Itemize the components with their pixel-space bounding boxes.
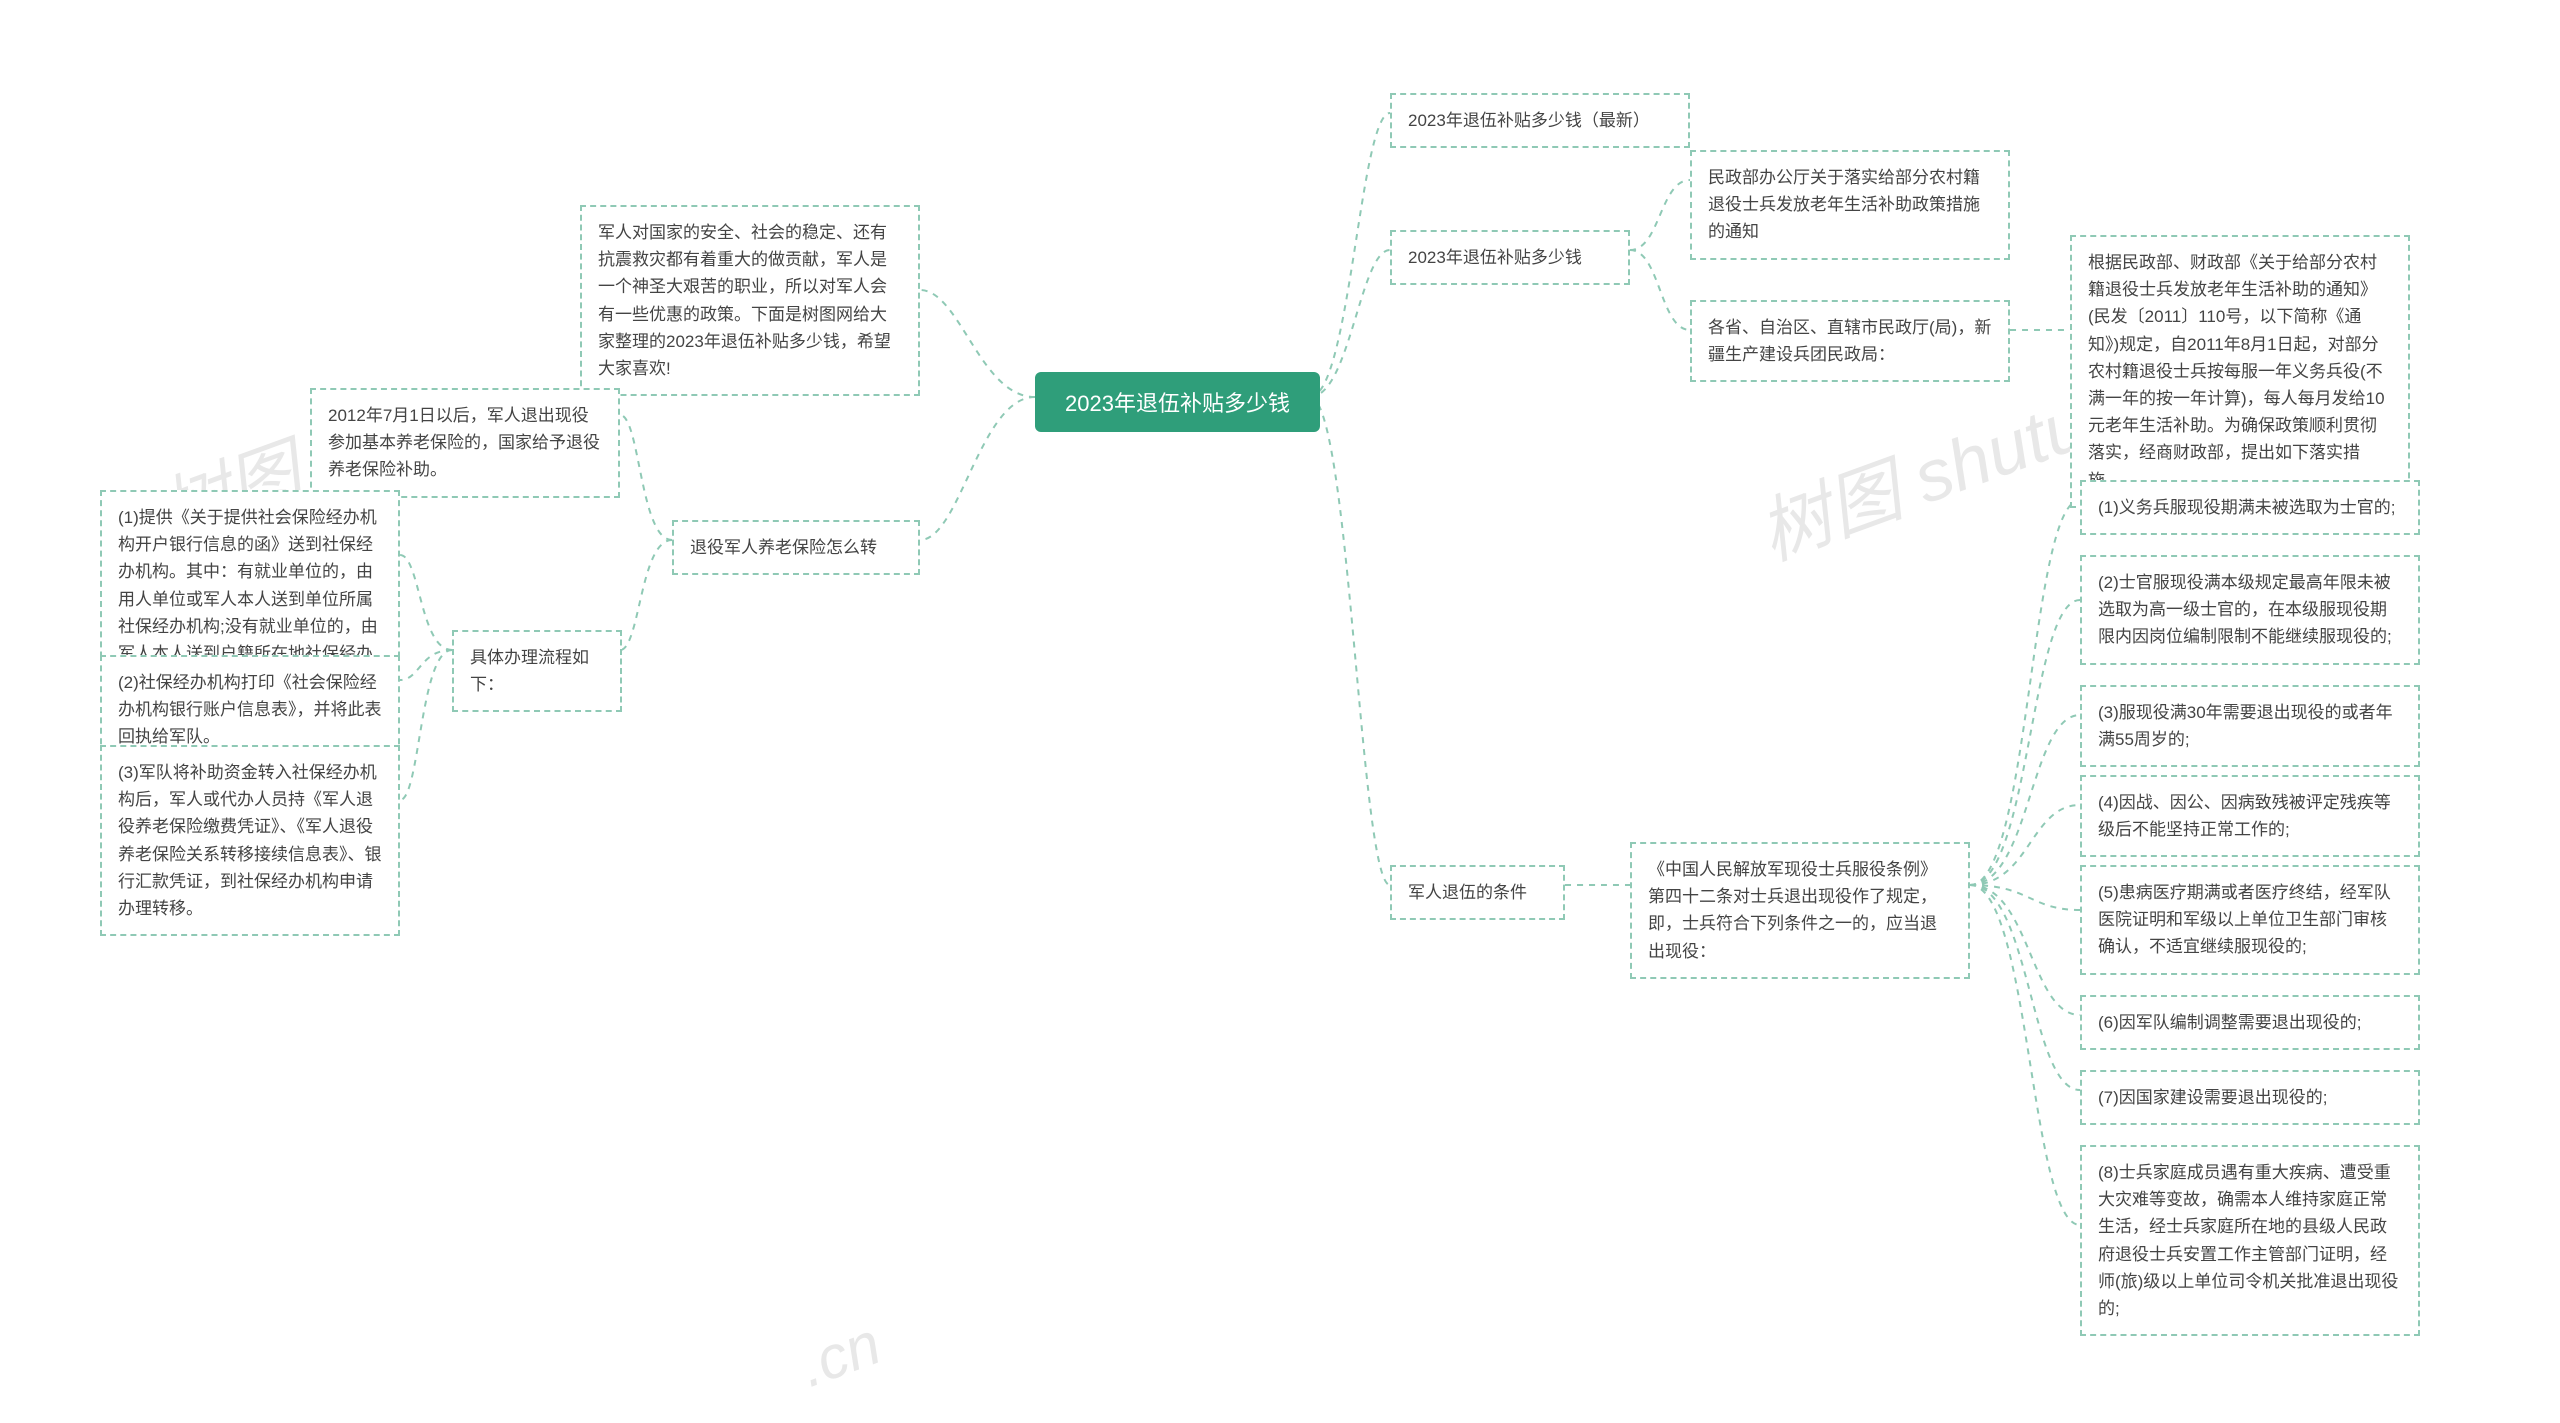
latest-box: 2023年退伍补贴多少钱（最新） <box>1390 93 1690 148</box>
process-step-3: (3)军队将补助资金转入社保经办机构后，军人或代办人员持《军人退役养老保险缴费凭… <box>100 745 400 936</box>
watermark: 树图 shutu <box>1742 365 2098 580</box>
condition-item-3: (3)服现役满30年需要退出现役的或者年满55周岁的; <box>2080 685 2420 767</box>
condition-item-6: (6)因军队编制调整需要退出现役的; <box>2080 995 2420 1050</box>
condition-item-8: (8)士兵家庭成员遇有重大疾病、遭受重大灾难等变故，确需本人维持家庭正常生活，经… <box>2080 1145 2420 1336</box>
condition-item-4: (4)因战、因公、因病致残被评定残疾等级后不能坚持正常工作的; <box>2080 775 2420 857</box>
insurance-note: 2012年7月1日以后，军人退出现役参加基本养老保险的，国家给予退役养老保险补助… <box>310 388 620 498</box>
condition-item-5: (5)患病医疗期满或者医疗终结，经军队医院证明和军级以上单位卫生部门审核确认，不… <box>2080 865 2420 975</box>
amount-sub2: 各省、自治区、直辖市民政厅(局)，新疆生产建设兵团民政局： <box>1690 300 2010 382</box>
condition-item-1: (1)义务兵服现役期满未被选取为士官的; <box>2080 480 2420 535</box>
insurance-title: 退役军人养老保险怎么转 <box>672 520 920 575</box>
amount-sub1: 民政部办公厅关于落实给部分农村籍退役士兵发放老年生活补助政策措施的通知 <box>1690 150 2010 260</box>
condition-item-7: (7)因国家建设需要退出现役的; <box>2080 1070 2420 1125</box>
amount-sub2-detail: 根据民政部、财政部《关于给部分农村籍退役士兵发放老年生活补助的通知》(民发〔20… <box>2070 235 2410 508</box>
amount-title: 2023年退伍补贴多少钱 <box>1390 230 1630 285</box>
condition-item-2: (2)士官服现役满本级规定最高年限未被选取为高一级士官的，在本级服现役期限内因岗… <box>2080 555 2420 665</box>
conditions-intro: 《中国人民解放军现役士兵服役条例》第四十二条对士兵退出现役作了规定，即，士兵符合… <box>1630 842 1970 979</box>
center-topic: 2023年退伍补贴多少钱 <box>1035 372 1320 432</box>
process-label: 具体办理流程如下： <box>452 630 622 712</box>
intro-box: 军人对国家的安全、社会的稳定、还有抗震救灾都有着重大的做贡献，军人是一个神圣大艰… <box>580 205 920 396</box>
watermark: .cn <box>791 1308 890 1400</box>
conditions-title: 军人退伍的条件 <box>1390 865 1565 920</box>
